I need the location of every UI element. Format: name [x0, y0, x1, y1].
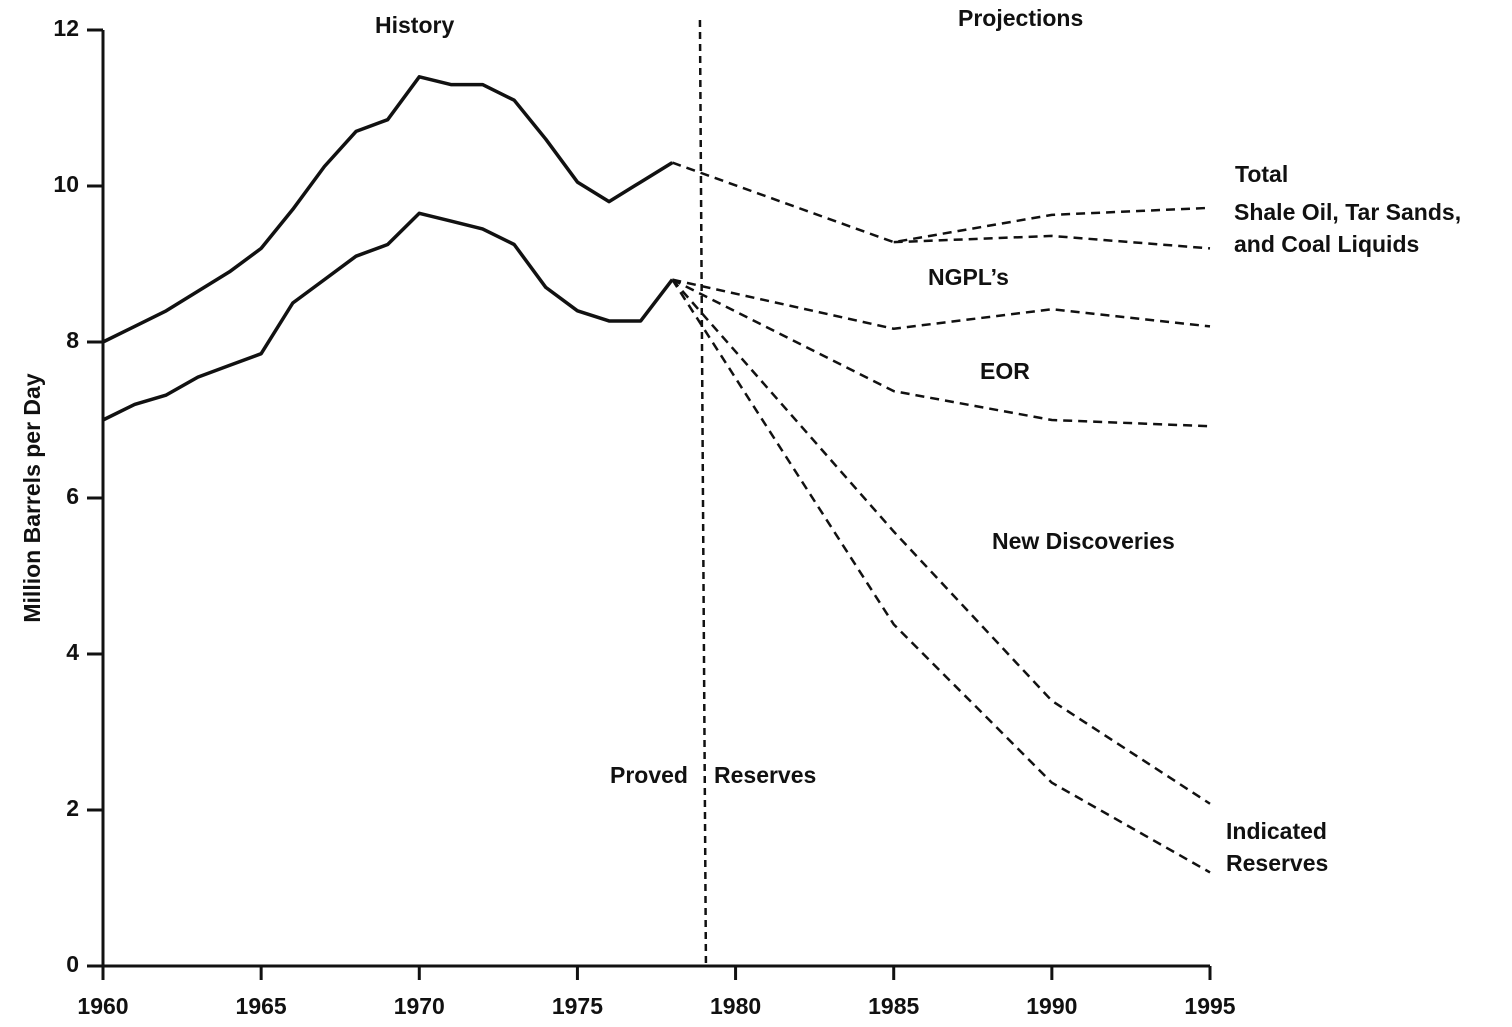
data-line [671, 278, 1211, 428]
x-tick-label: 1965 [236, 993, 287, 1019]
annotation: Shale Oil, Tar Sands, [1234, 199, 1461, 225]
annotation: Reserves [1226, 850, 1328, 876]
data-line [893, 234, 1211, 250]
x-tick-label: 1995 [1184, 993, 1235, 1019]
annotation: Total [1235, 161, 1288, 187]
divider [698, 19, 708, 967]
annotation: and Coal Liquids [1234, 231, 1419, 257]
data-line [102, 211, 674, 422]
y-tick-label: 4 [66, 639, 79, 665]
y-tick-label: 6 [66, 483, 79, 509]
x-tick-label: 1960 [77, 993, 128, 1019]
annotation: New Discoveries [992, 528, 1175, 554]
data-line [671, 278, 1211, 805]
x-tick-label: 1990 [1026, 993, 1077, 1019]
x-tick-label: 1975 [552, 993, 603, 1019]
annotation: Projections [958, 5, 1083, 31]
annotation: History [375, 12, 454, 38]
y-tick-label: 12 [53, 15, 79, 41]
annotation: EOR [980, 358, 1030, 384]
annotation: Indicated [1226, 818, 1327, 844]
y-tick-label: 10 [53, 171, 79, 197]
x-tick-label: 1985 [868, 993, 919, 1019]
y-axis-label: Million Barrels per Day [19, 373, 45, 622]
y-tick-label: 2 [66, 795, 79, 821]
annotation: Proved [610, 762, 688, 788]
y-tick-label: 8 [66, 327, 79, 353]
data-line [671, 161, 1211, 244]
annotation: NGPL’s [928, 264, 1009, 290]
x-tick-label: 1970 [394, 993, 445, 1019]
y-tick-label: 0 [66, 951, 79, 977]
data-line [671, 278, 1211, 874]
data-line [672, 278, 1211, 330]
data-line [102, 75, 674, 344]
annotation: Reserves [714, 762, 816, 788]
x-tick-label: 1980 [710, 993, 761, 1019]
